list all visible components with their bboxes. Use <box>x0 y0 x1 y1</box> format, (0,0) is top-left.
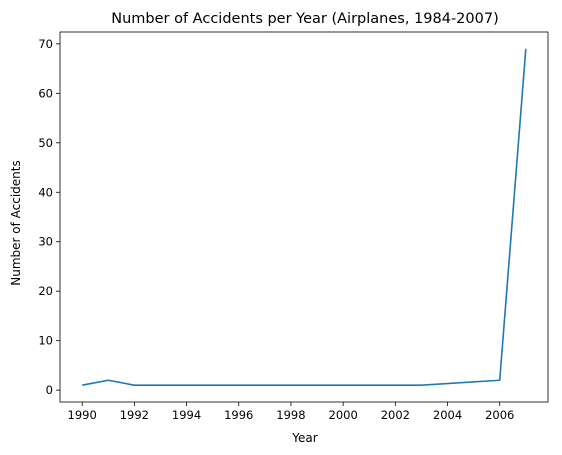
x-tick-label: 1994 <box>172 408 201 422</box>
plot-area: 1990 1992 1994 1996 1998 2000 2002 2004 20060102… <box>38 31 549 422</box>
x-tick-label: 1992 <box>120 408 149 422</box>
y-tick-label: 70 <box>38 37 53 51</box>
y-tick-label: 50 <box>38 136 53 150</box>
y-tick-label: 40 <box>38 185 53 199</box>
x-tick-label: 2002 <box>381 408 410 422</box>
y-axis-label: Number of Accidents <box>9 160 23 286</box>
y-tick-label: 10 <box>38 334 53 348</box>
y-tick-label: 60 <box>38 86 53 100</box>
x-axis-label: Year <box>291 431 317 445</box>
x-tick-label: 2004 <box>433 408 462 422</box>
x-tick-label: 1998 <box>276 408 305 422</box>
series-line <box>82 48 527 386</box>
chart-title: Number of Accidents per Year (Airplanes,… <box>111 11 499 27</box>
y-tick-label: 20 <box>38 284 53 298</box>
axes-frame <box>59 31 549 403</box>
x-tick-label: 1990 <box>68 408 97 422</box>
y-tick-label: 30 <box>38 235 53 249</box>
y-tick-label: 0 <box>46 383 53 397</box>
x-tick-label: 2000 <box>329 408 358 422</box>
x-tick-label: 1996 <box>224 408 253 422</box>
x-tick-label: 2006 <box>485 408 514 422</box>
